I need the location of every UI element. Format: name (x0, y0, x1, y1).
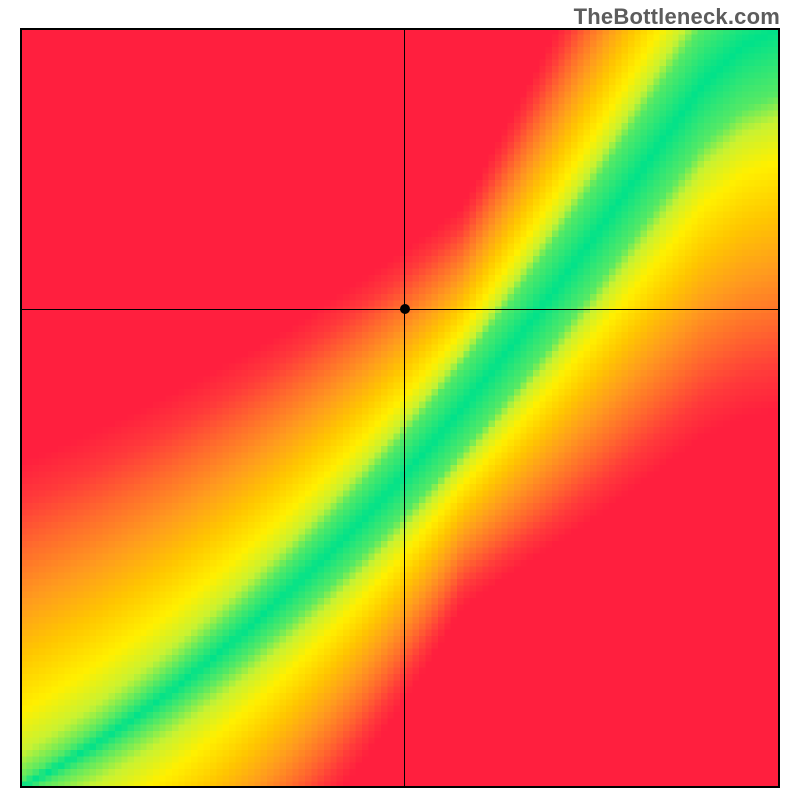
crosshair-vertical (404, 28, 405, 788)
chart-container: TheBottleneck.com (0, 0, 800, 800)
heatmap-canvas (20, 28, 780, 788)
crosshair-marker (400, 304, 410, 314)
watermark-text: TheBottleneck.com (574, 4, 780, 30)
